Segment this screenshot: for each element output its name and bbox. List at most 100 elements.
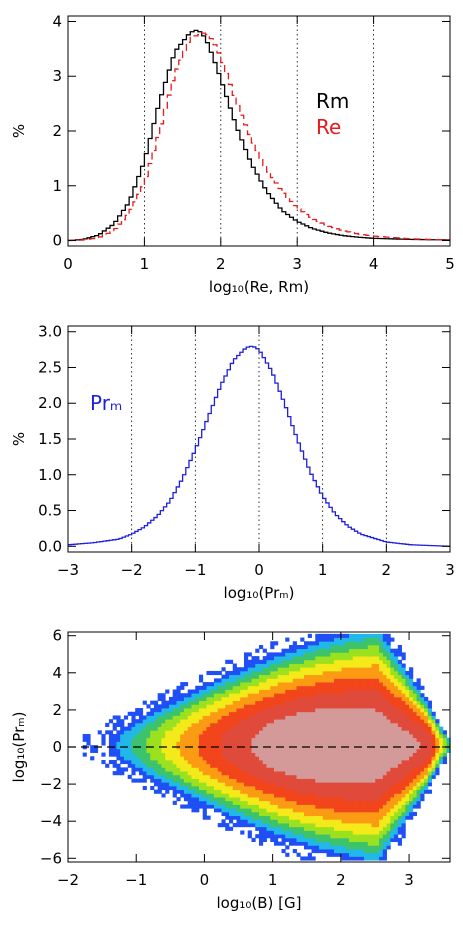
heatmap-cell [322,663,327,668]
heatmap-cell [165,774,170,779]
heatmap-cell [334,752,339,757]
heatmap-cell [247,682,252,687]
heatmap-cell [390,804,395,809]
heatmap-cell [416,759,421,765]
heatmap-cell [153,756,159,761]
heatmap-cell [270,737,275,742]
heatmap-cell [292,741,297,746]
heatmap-cell [326,656,331,661]
heatmap-cell [191,785,196,791]
heatmap-cell [322,774,327,779]
heatmap-cell [337,752,342,757]
heatmap-cell [352,711,357,716]
heatmap-cell [431,711,436,716]
heatmap-cell [255,804,260,809]
heatmap-cell [289,700,294,705]
heatmap-cell [326,785,331,791]
heatmap-cell [409,667,414,672]
heatmap-cell [367,659,372,664]
heatmap-cell [255,708,260,713]
heatmap-cell [382,797,387,802]
heatmap-cell [251,782,256,787]
heatmap-cell [371,641,376,646]
heatmap-cell [315,667,320,672]
heatmap-cell [105,763,110,768]
heatmap-cell [401,808,406,813]
heatmap-cell [409,767,414,772]
heatmap-cell [146,719,151,724]
heatmap-cell [251,808,256,813]
heatmap-cell [322,670,327,676]
heatmap-cell [416,752,421,757]
heatmap-cell [371,648,376,653]
heatmap-cell [168,696,174,702]
heatmap-cell [210,778,215,783]
heatmap-cell [206,771,211,776]
heatmap-cell [386,845,391,850]
heatmap-cell [307,678,312,683]
heatmap-cell [386,719,391,724]
heatmap-cell [345,789,350,794]
heatmap-cell [270,685,275,690]
y-tick-label: −4 [40,812,62,830]
heatmap-cell [217,693,222,698]
heatmap-cell [356,756,361,761]
heatmap-cell [360,659,365,664]
heatmap-cell [108,737,114,742]
heatmap-cell [382,737,387,742]
heatmap-cell [319,652,324,657]
heatmap-cell [202,804,207,809]
heatmap-cell [243,745,249,750]
heatmap-cell [168,782,174,787]
heatmap-cell [161,785,166,791]
heatmap-cell [397,711,402,716]
heatmap-cell [382,659,387,664]
heatmap-cell [236,682,241,687]
heatmap-cell [330,659,335,664]
heatmap-cell [427,737,432,742]
heatmap-cell [394,704,399,709]
heatmap-cell [334,652,339,657]
heatmap-cell [172,793,177,798]
heatmap-cell [281,830,286,835]
heatmap-cell [262,674,267,679]
heatmap-cell [251,726,256,731]
heatmap-cell [247,789,252,794]
heatmap-cell [371,800,376,805]
heatmap-cell [330,823,335,828]
heatmap-cell [270,682,275,687]
heatmap-cell [285,730,290,735]
heatmap-cell [352,648,357,653]
heatmap-cell [243,663,249,668]
heatmap-cell [382,730,387,735]
heatmap-cell [146,722,151,727]
heatmap-cell [112,734,117,739]
heatmap-cell [202,774,207,779]
x-tick-label: 3 [292,255,302,273]
heatmap-cell [307,722,312,727]
heatmap-cell [394,815,399,820]
heatmap-cell [322,689,327,694]
heatmap-cell [352,756,357,761]
heatmap-cell [120,726,125,731]
heatmap-cell [405,715,410,720]
heatmap-cell [259,678,264,683]
heatmap-cell [356,771,361,776]
heatmap-cell [427,700,432,705]
heatmap-cell [213,774,219,779]
heatmap-cell [285,774,290,779]
heatmap-cell [405,741,410,746]
heatmap-cell [409,730,414,735]
heatmap-cell [386,685,391,690]
heatmap-cell [315,785,320,791]
heatmap-cell [270,837,275,842]
heatmap-cell [176,693,181,698]
heatmap-cell [315,849,320,854]
heatmap-cell [364,789,369,794]
heatmap-cell [285,726,290,731]
heatmap-cell [382,819,387,824]
heatmap-cell [330,808,335,813]
heatmap-cell [240,722,245,727]
heatmap-cell [202,767,207,772]
heatmap-cell [360,641,365,646]
